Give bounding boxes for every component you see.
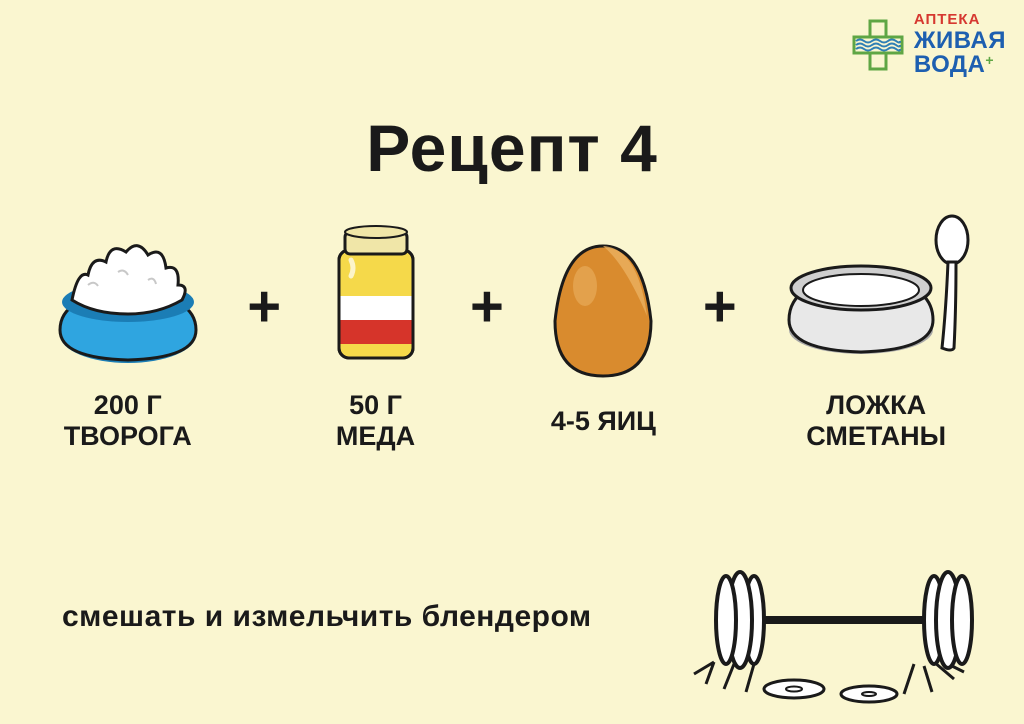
ingredients-row: 200 г творога + 50 г меда + [30, 220, 994, 452]
recipe-title: Рецепт 4 [0, 110, 1024, 186]
egg-label: 4-5 яиц [551, 406, 656, 437]
logo-line-1: АПТЕКА [914, 12, 1006, 27]
plus-sign: + [703, 273, 737, 400]
pharmacy-logo: АПТЕКА ЖИВАЯ ВОДА+ [850, 12, 1006, 77]
logo-text: АПТЕКА ЖИВАЯ ВОДА+ [914, 12, 1006, 77]
plus-sign: + [470, 273, 504, 400]
ingredient-egg: 4-5 яиц [543, 236, 663, 437]
smetana-label: ложка сметаны [806, 390, 946, 452]
tvorog-label: 200 г творога [64, 390, 192, 452]
plus-sign: + [247, 273, 281, 400]
ingredient-smetana: ложка сметаны [776, 220, 976, 452]
honey-icon [321, 220, 431, 370]
logo-line-2: ЖИВАЯ [914, 29, 1006, 53]
barbell-icon [684, 544, 1004, 704]
honey-label: 50 г меда [336, 390, 415, 452]
cross-icon [850, 17, 906, 73]
instruction-text: смешать и измельчить блендером [62, 600, 592, 634]
logo-line-3: ВОДА+ [914, 53, 1006, 77]
ingredient-honey: 50 г меда [321, 220, 431, 452]
tvorog-icon [48, 220, 208, 370]
egg-icon [543, 236, 663, 386]
ingredient-tvorog: 200 г творога [48, 220, 208, 452]
smetana-icon [776, 220, 976, 370]
